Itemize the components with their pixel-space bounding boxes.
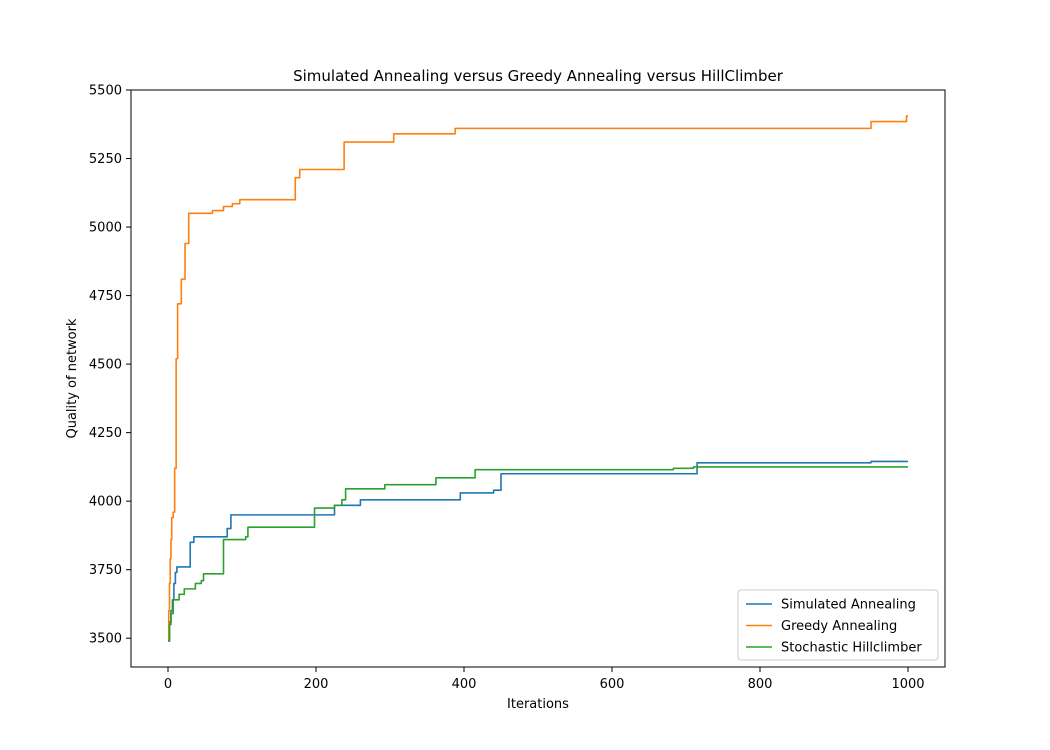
y-tick-label: 4250	[89, 426, 122, 441]
y-axis-label: Quality of network	[65, 318, 80, 439]
legend-entry-0: Simulated Annealing	[781, 598, 916, 613]
series-line-1	[167, 115, 908, 642]
chart-title: Simulated Annealing versus Greedy Anneal…	[293, 67, 784, 85]
axes-frame	[130, 89, 946, 668]
legend-entry-2: Stochastic Hillclimber	[781, 641, 922, 656]
y-tick-label: 3750	[89, 563, 122, 578]
x-tick-label: 200	[304, 677, 329, 692]
x-tick-label: 600	[600, 677, 625, 692]
plot-area	[130, 89, 946, 668]
legend: Simulated Annealing Greedy Annealing Stoch…	[737, 589, 939, 661]
x-axis: 0 200 400 600 800 1000	[164, 667, 925, 692]
legend-box	[737, 589, 939, 661]
y-axis: 3500 3750 4000 4250 4500 4750 5000 5250 5500	[89, 84, 131, 647]
x-tick-label: 800	[748, 677, 773, 692]
y-tick-label: 5000	[89, 221, 122, 236]
series-line-2	[168, 466, 908, 642]
x-tick-label: 1000	[891, 677, 924, 692]
y-tick-label: 4500	[89, 358, 122, 373]
y-tick-label: 3500	[89, 632, 122, 647]
y-tick-label: 5250	[89, 152, 122, 167]
x-tick-label: 0	[164, 677, 172, 692]
y-tick-label: 4000	[89, 495, 122, 510]
y-tick-label: 5500	[89, 84, 122, 99]
x-tick-label: 400	[452, 677, 477, 692]
legend-entry-1: Greedy Annealing	[781, 619, 897, 634]
y-tick-label: 4750	[89, 289, 122, 304]
x-axis-label: Iterations	[507, 697, 569, 712]
